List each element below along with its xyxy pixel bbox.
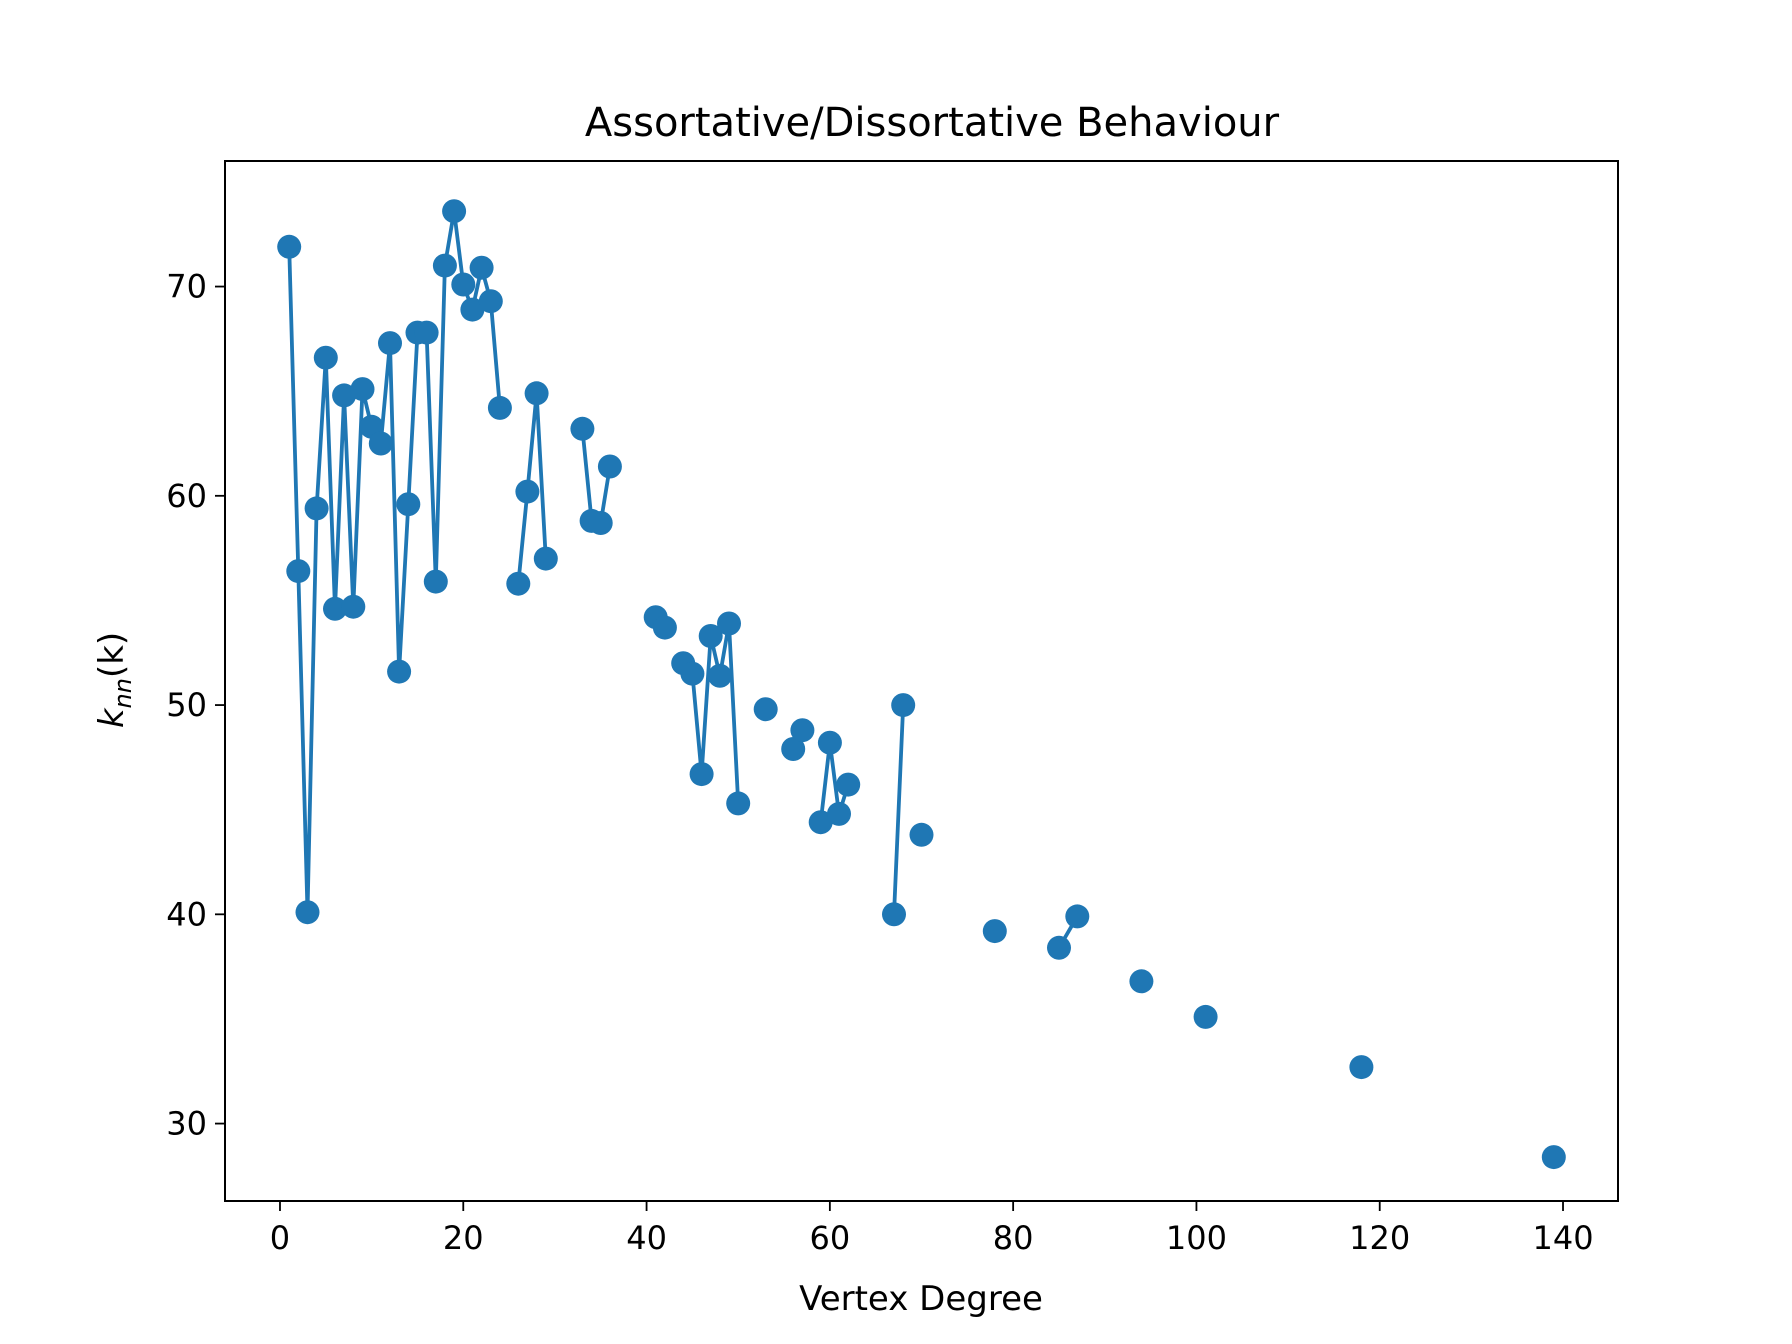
data-point-34 xyxy=(652,615,677,640)
data-point-19 xyxy=(442,199,467,224)
data-point-38 xyxy=(698,624,723,648)
data-point-2 xyxy=(286,559,311,584)
data-point-42 xyxy=(753,697,778,722)
x-tick-label: 40 xyxy=(626,1219,667,1257)
data-point-31 xyxy=(588,511,613,535)
data-point-57 xyxy=(1349,1055,1374,1080)
x-tick-label: 140 xyxy=(1532,1219,1593,1257)
data-point-55 xyxy=(1129,969,1154,994)
data-point-9 xyxy=(350,377,375,402)
data-point-13 xyxy=(387,659,412,684)
data-point-53 xyxy=(1047,935,1071,960)
data-point-46 xyxy=(817,730,842,755)
data-point-17 xyxy=(423,569,448,594)
data-point-47 xyxy=(827,801,851,826)
y-tick-label: 70 xyxy=(166,268,207,306)
data-point-58 xyxy=(1541,1145,1566,1170)
data-point-3 xyxy=(295,900,320,925)
data-point-23 xyxy=(478,289,503,314)
x-tick-label: 60 xyxy=(809,1219,850,1257)
data-point-40 xyxy=(717,611,741,636)
x-axis-label: Vertex Degree xyxy=(799,1279,1043,1319)
y-tick-label: 60 xyxy=(166,477,207,515)
plot-frame xyxy=(224,160,1619,1202)
x-tick-label: 0 xyxy=(270,1219,290,1257)
x-tick-label: 120 xyxy=(1349,1219,1410,1257)
data-point-6 xyxy=(323,596,347,621)
data-point-48 xyxy=(836,772,861,797)
y-axis-label-main: k xyxy=(92,707,132,728)
data-point-26 xyxy=(515,479,540,504)
data-point-18 xyxy=(432,253,457,278)
data-point-29 xyxy=(570,416,595,441)
data-point-21 xyxy=(460,297,485,322)
series-line-segment-2 xyxy=(516,391,548,586)
data-point-16 xyxy=(414,320,439,345)
data-point-28 xyxy=(533,546,558,571)
data-point-4 xyxy=(304,496,329,521)
data-point-45 xyxy=(808,810,833,835)
data-point-7 xyxy=(332,383,357,408)
series-line-segment-9 xyxy=(892,703,906,917)
y-tick-label: 50 xyxy=(166,686,207,724)
x-tick-label: 100 xyxy=(1166,1219,1227,1257)
data-point-36 xyxy=(680,661,705,686)
data-point-56 xyxy=(1193,1004,1218,1029)
data-point-51 xyxy=(909,822,934,847)
series-line-segment-8 xyxy=(818,740,851,825)
y-tick-label: 30 xyxy=(166,1105,207,1143)
data-point-5 xyxy=(313,345,338,370)
data-point-41 xyxy=(726,791,751,816)
y-axis-label-suffix: (k) xyxy=(92,632,132,678)
data-point-20 xyxy=(451,272,476,297)
data-point-39 xyxy=(707,663,732,688)
data-point-32 xyxy=(597,454,622,479)
x-axis: 0 20 40 60 80 100 120 140 xyxy=(270,1201,1594,1257)
y-tick-label: 40 xyxy=(166,895,207,933)
data-point-43 xyxy=(781,737,806,761)
data-point-50 xyxy=(891,693,916,718)
data-point-54 xyxy=(1065,904,1090,929)
data-point-27 xyxy=(524,381,549,406)
data-point-52 xyxy=(982,919,1007,944)
data-point-8 xyxy=(341,594,366,619)
data-point-24 xyxy=(487,395,512,420)
y-axis-label-subscript: nn xyxy=(109,678,137,708)
data-point-22 xyxy=(469,255,494,280)
x-tick-label: 20 xyxy=(443,1219,484,1257)
y-axis: 30 40 50 60 70 xyxy=(166,268,225,1143)
data-point-11 xyxy=(368,431,393,456)
data-point-44 xyxy=(790,718,815,743)
data-point-25 xyxy=(506,571,531,596)
data-point-12 xyxy=(378,331,402,356)
data-point-14 xyxy=(396,492,421,517)
x-tick-label: 80 xyxy=(993,1219,1034,1257)
plot-area xyxy=(277,199,1566,1170)
data-point-1 xyxy=(277,234,302,259)
data-point-49 xyxy=(882,902,906,927)
y-axis-label: knn(k) xyxy=(92,632,137,728)
data-point-37 xyxy=(689,762,714,787)
chart-title: Assortative/Dissortative Behaviour xyxy=(585,100,1280,146)
